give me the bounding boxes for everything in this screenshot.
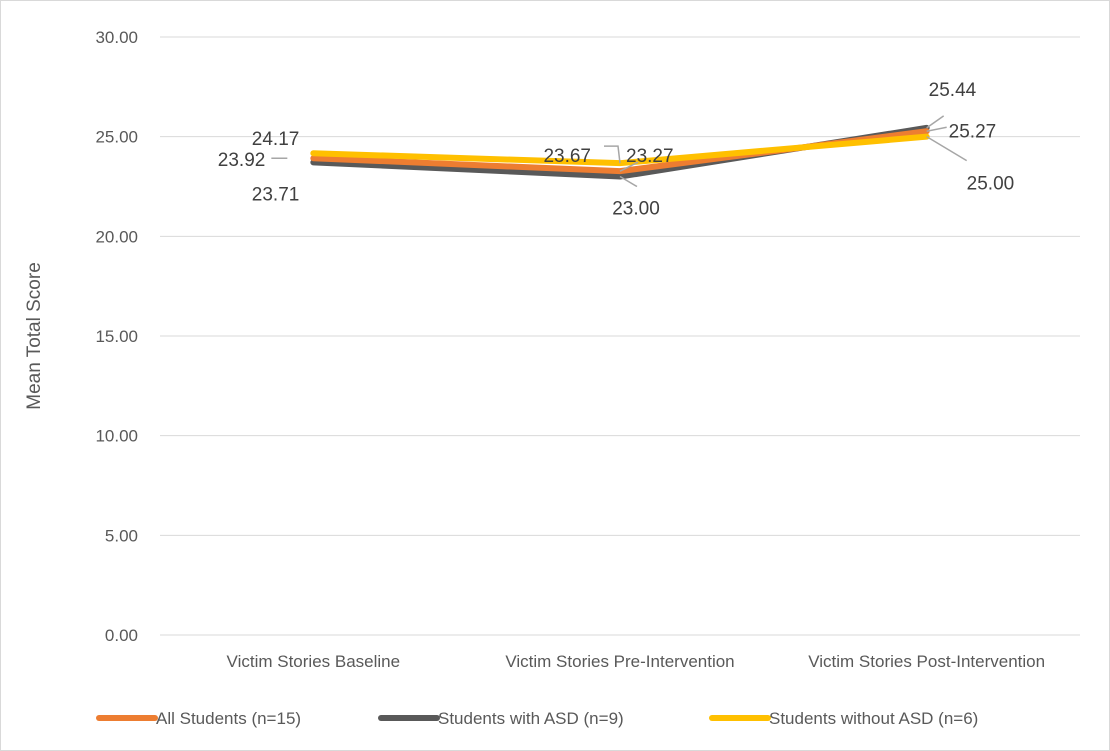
data-label: 25.00 <box>967 174 1015 195</box>
y-tick-label: 20.00 <box>95 227 138 246</box>
data-label: 23.67 <box>543 146 591 167</box>
data-label-leaders <box>271 115 968 188</box>
label-leader-line <box>619 161 639 172</box>
data-label: 24.17 <box>252 129 300 150</box>
data-label: 23.71 <box>252 184 300 205</box>
y-tick-label: 5.00 <box>105 526 138 545</box>
series-lines <box>310 124 930 180</box>
legend-label: All Students (n=15) <box>156 709 301 728</box>
label-leader-line <box>926 136 968 162</box>
data-label: 25.44 <box>929 80 977 101</box>
gridlines <box>160 36 1080 636</box>
x-category-label: Victim Stories Baseline <box>227 652 401 671</box>
label-leader-line <box>619 175 638 188</box>
y-tick-label: 15.00 <box>95 327 138 346</box>
y-axis-ticks: 0.00 5.00 10.00 15.00 20.00 25.00 30.00 <box>95 28 138 645</box>
x-category-label: Victim Stories Post-Intervention <box>808 652 1045 671</box>
label-leader-line <box>926 126 947 133</box>
y-axis-title: Mean Total Score <box>24 262 45 410</box>
legend-label: Students without ASD (n=6) <box>769 709 978 728</box>
legend-label: Students with ASD (n=9) <box>438 709 624 728</box>
label-leader-line <box>604 145 621 164</box>
label-leader-line <box>926 115 945 129</box>
y-tick-label: 25.00 <box>95 128 138 147</box>
data-label: 23.27 <box>626 146 674 167</box>
data-labels: 23.92 23.27 25.27 23.71 23.00 25.44 24.17 23.67… <box>218 80 1014 220</box>
y-tick-label: 10.00 <box>95 427 138 446</box>
data-label: 23.00 <box>612 199 660 220</box>
x-axis-categories: Victim Stories Baseline Victim Stories Pr… <box>227 652 1046 671</box>
y-tick-label: 0.00 <box>105 626 138 645</box>
data-label: 25.27 <box>949 121 997 142</box>
legend: All Students (n=15) Students with ASD (n=… <box>96 709 978 728</box>
data-label: 23.92 <box>218 150 266 171</box>
y-tick-label: 30.00 <box>95 28 138 47</box>
x-category-label: Victim Stories Pre-Intervention <box>505 652 734 671</box>
